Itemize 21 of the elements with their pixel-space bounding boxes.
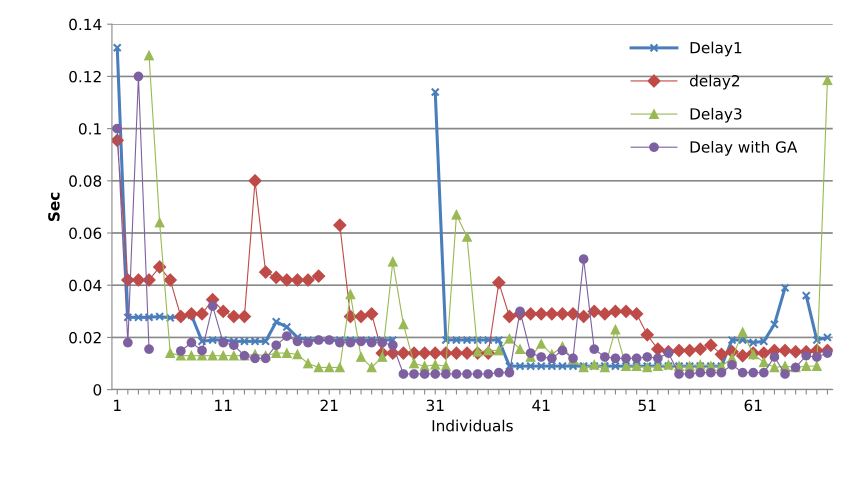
y-tick-label: 0.14 [69, 18, 102, 30]
legend-label: Delay with GA [690, 140, 798, 156]
legend-label: Delay1 [690, 42, 742, 56]
legend-label: Delay3 [690, 108, 742, 123]
x-tick-label: 41 [532, 400, 550, 411]
y-tick-label: 0.1 [78, 123, 101, 135]
y-tick-label: 0.12 [69, 70, 101, 82]
y-tick-label: 0.06 [69, 227, 102, 240]
x-axis-title: Individuals [432, 420, 513, 432]
legend-label: delay2 [690, 74, 740, 90]
y-tick-label: 0 [94, 384, 102, 396]
x-tick-label: 1 [114, 400, 121, 411]
y-tick-label: 0.04 [69, 280, 102, 292]
x-tick-label: 61 [744, 400, 762, 412]
y-axis-title: Sec [48, 192, 60, 222]
x-tick-label: 21 [320, 400, 338, 411]
y-tick-label: 0.02 [69, 332, 101, 344]
x-tick-label: 11 [215, 400, 232, 411]
y-tick-label: 0.08 [69, 175, 102, 187]
x-tick-label: 51 [638, 400, 656, 412]
x-tick-label: 31 [426, 400, 444, 412]
